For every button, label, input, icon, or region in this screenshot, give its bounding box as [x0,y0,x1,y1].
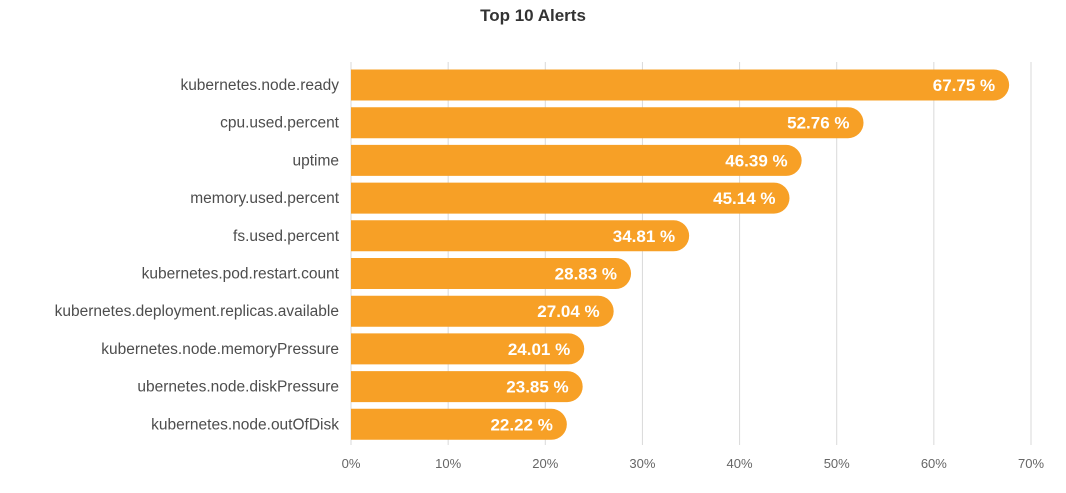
category-label: kubernetes.deployment.replicas.available [55,303,339,320]
chart-title: Top 10 Alerts [480,6,586,25]
bar-value-label: 23.85 % [506,378,568,397]
bars: 67.75 % 52.76 %46.39 % 45.14 % 34.81 % 28.83… [351,69,1010,440]
bar [351,258,632,289]
bar [351,220,690,252]
bar-value-label: 52.76 % [787,114,849,133]
x-tick-label: 70% [1018,456,1044,471]
x-tick-label: 0% [342,456,361,471]
x-tick-label: 20% [532,456,558,471]
x-axis-ticks: 0% 10% 20% 30% 40% 50% 60% 70% [342,456,1045,471]
bar-value-label: 27.04 % [537,302,599,321]
x-tick-label: 10% [435,456,461,471]
category-label: ubernetes.node.diskPressure [137,379,339,396]
bar-value-label: 45.14 % [713,189,775,208]
category-label: kubernetes.node.ready [180,77,339,94]
category-label: kubernetes.node.outOfDisk [151,416,339,433]
bar [351,107,864,139]
bar-value-label: 34.81 % [613,227,675,246]
bar [351,69,1010,101]
category-label: memory.used.percent [190,190,339,207]
x-tick-label: 40% [727,456,753,471]
x-tick-label: 50% [824,456,850,471]
bar [351,333,585,365]
bar-value-label: 28.83 % [555,265,617,284]
category-label: uptime [292,152,339,169]
category-label: kubernetes.node.memoryPressure [101,341,339,358]
bar-value-label: 46.39 % [725,151,787,170]
bar [351,408,567,440]
x-tick-label: 30% [629,456,655,471]
bar-value-label: 22.22 % [490,415,552,434]
bar [351,144,802,176]
bar-value-label: 24.01 % [508,340,570,359]
category-labels: kubernetes.node.ready cpu.used.percent upt… [55,77,340,433]
x-tick-label: 60% [921,456,947,471]
bar [351,371,583,403]
category-label: fs.used.percent [233,228,340,245]
category-label: cpu.used.percent [220,115,340,132]
bar [351,182,790,214]
category-label: kubernetes.pod.restart.count [142,266,340,283]
bar [351,295,614,327]
bar-value-label: 67.75 % [933,76,995,95]
